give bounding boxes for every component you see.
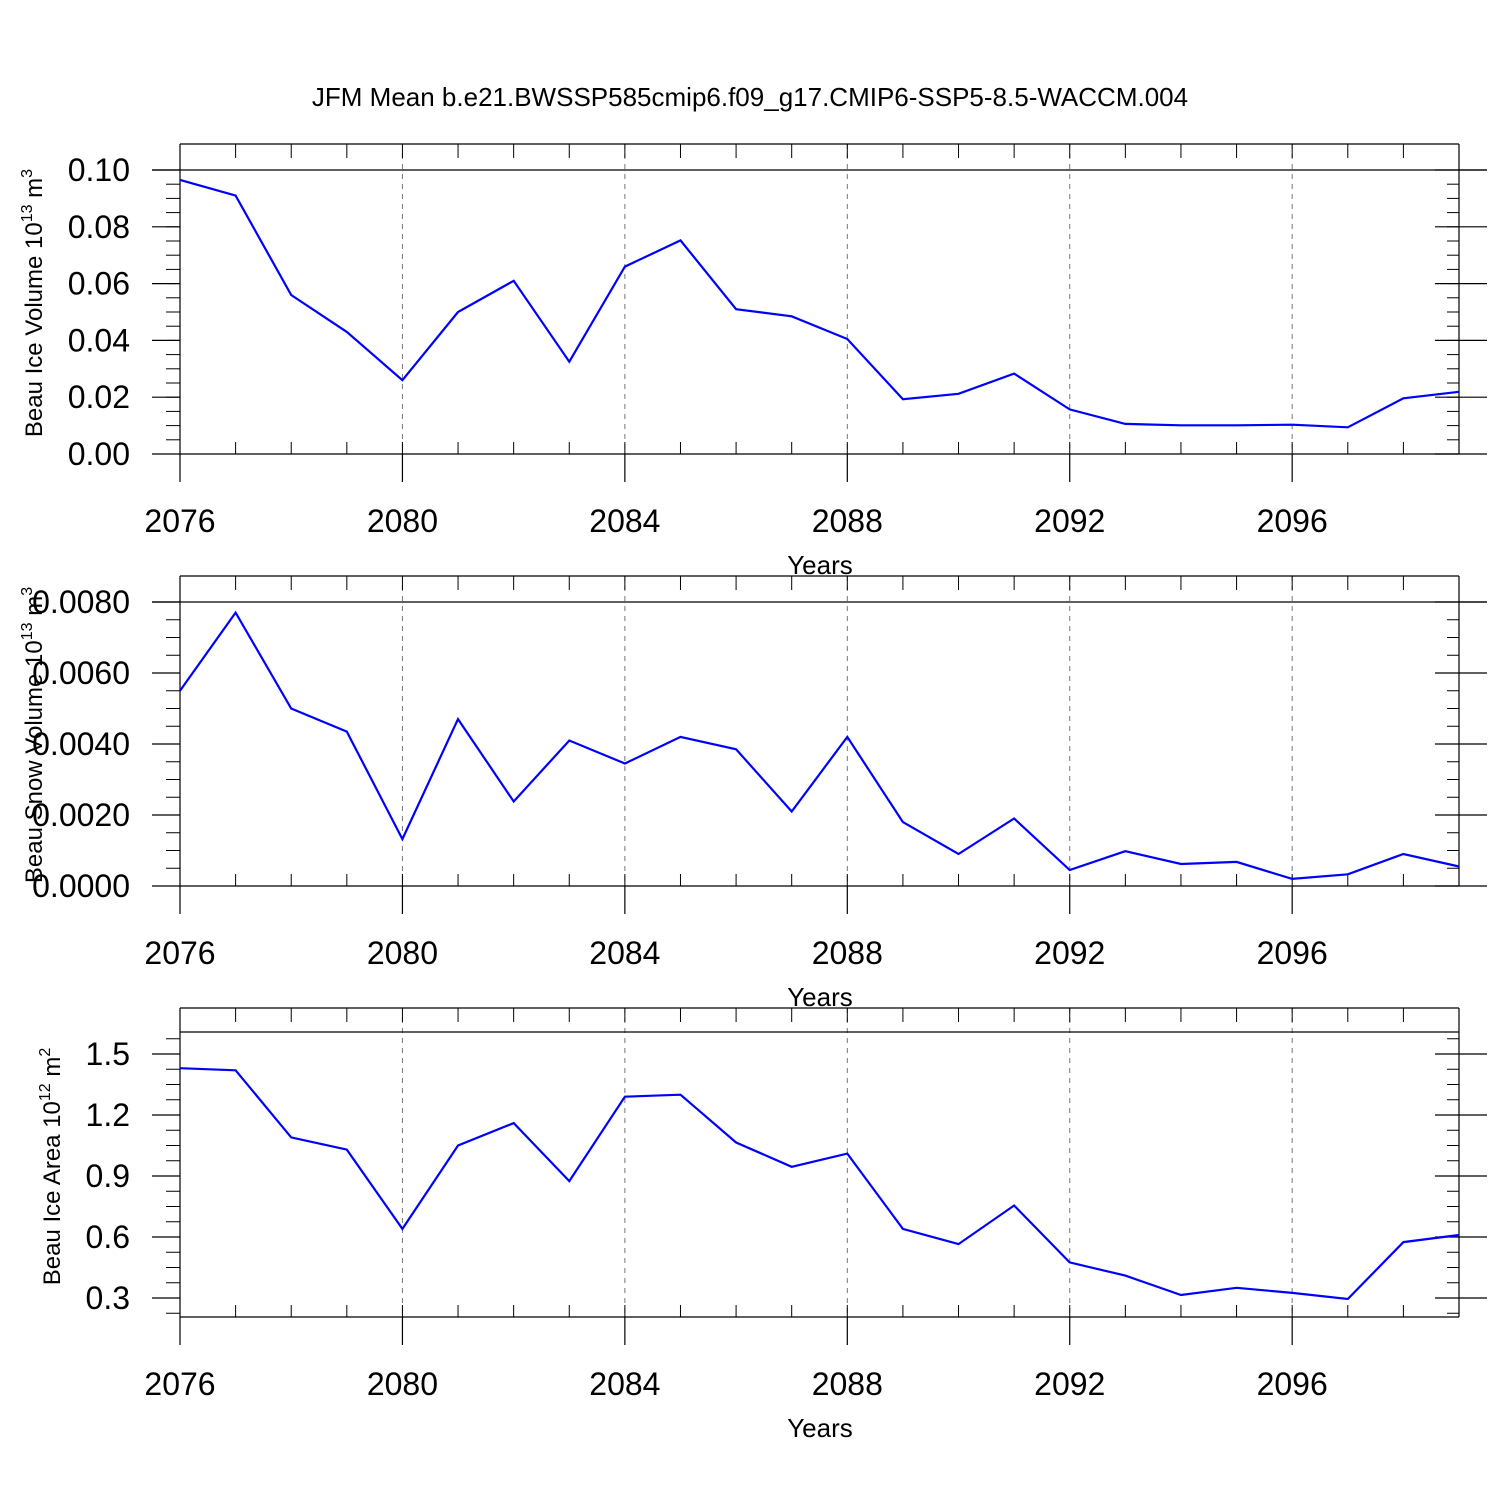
y-tick-label: 0.9 [86, 1158, 130, 1194]
x-tick-label: 2080 [367, 1366, 438, 1402]
x-tick-label: 2096 [1257, 935, 1328, 971]
y-tick-label: 0.0040 [32, 726, 130, 762]
x-tick-label: 2076 [144, 503, 215, 539]
x-axis-label: Years [787, 982, 853, 1012]
chart-title: JFM Mean b.e21.BWSSP585cmip6.f09_g17.CMI… [312, 82, 1188, 112]
y-tick-label: 0.10 [68, 152, 130, 188]
y-tick-label: 0.00 [68, 436, 130, 472]
x-tick-label: 2092 [1034, 935, 1105, 971]
y-axis-label: Beau Snow Volume 1013 m3 [19, 587, 48, 883]
y-tick-label: 0.0060 [32, 655, 130, 691]
chart-panel-3: 0.3 0.6 0.9 1.2 1.5 2076 2080 2084 2088 2092 2096 Y… [37, 1007, 1487, 1443]
y-tick-label: 1.5 [86, 1036, 130, 1072]
y-tick-label: 1.2 [86, 1097, 130, 1133]
y-tick-label: 0.02 [68, 379, 130, 415]
y-tick-label: 0.06 [68, 266, 130, 302]
x-tick-label: 2088 [812, 503, 883, 539]
y-tick-label: 0.0080 [32, 584, 130, 620]
x-tick-label: 2092 [1034, 1366, 1105, 1402]
chart-panel-1: 0.00 0.02 0.04 0.06 0.08 0.10 2076 2080 2084 2088… [19, 143, 1487, 580]
series-line [179, 610, 1460, 881]
series-line [179, 1067, 1460, 1301]
chart-panel-2: 0.0000 0.0020 0.0040 0.0060 0.0080 2076 2080 20… [19, 575, 1487, 1012]
x-tick-label: 2088 [812, 935, 883, 971]
x-tick-label: 2076 [144, 935, 215, 971]
x-tick-label: 2080 [367, 935, 438, 971]
y-tick-label: 0.0000 [32, 868, 130, 904]
x-tick-label: 2076 [144, 1366, 215, 1402]
y-tick-label: 0.0020 [32, 797, 130, 833]
x-tick-label: 2084 [589, 935, 660, 971]
x-tick-label: 2080 [367, 503, 438, 539]
y-tick-label: 0.3 [86, 1280, 130, 1316]
x-tick-label: 2084 [589, 1366, 660, 1402]
x-axis-label: Years [787, 550, 853, 580]
x-tick-label: 2096 [1257, 503, 1328, 539]
chart-panels: 0.00 0.02 0.04 0.06 0.08 0.10 2076 2080 2084 2088… [19, 143, 1487, 1443]
x-tick-label: 2084 [589, 503, 660, 539]
x-axis-label: Years [787, 1413, 853, 1443]
y-tick-label: 0.08 [68, 209, 130, 245]
x-tick-label: 2092 [1034, 503, 1105, 539]
y-axis-label: Beau Ice Volume 1013 m3 [19, 169, 48, 437]
series-line [179, 178, 1460, 429]
x-tick-label: 2096 [1257, 1366, 1328, 1402]
y-tick-label: 0.6 [86, 1219, 130, 1255]
y-axis-label: Beau Ice Area 1012 m2 [37, 1048, 66, 1286]
x-tick-label: 2088 [812, 1366, 883, 1402]
y-tick-label: 0.04 [68, 322, 130, 358]
